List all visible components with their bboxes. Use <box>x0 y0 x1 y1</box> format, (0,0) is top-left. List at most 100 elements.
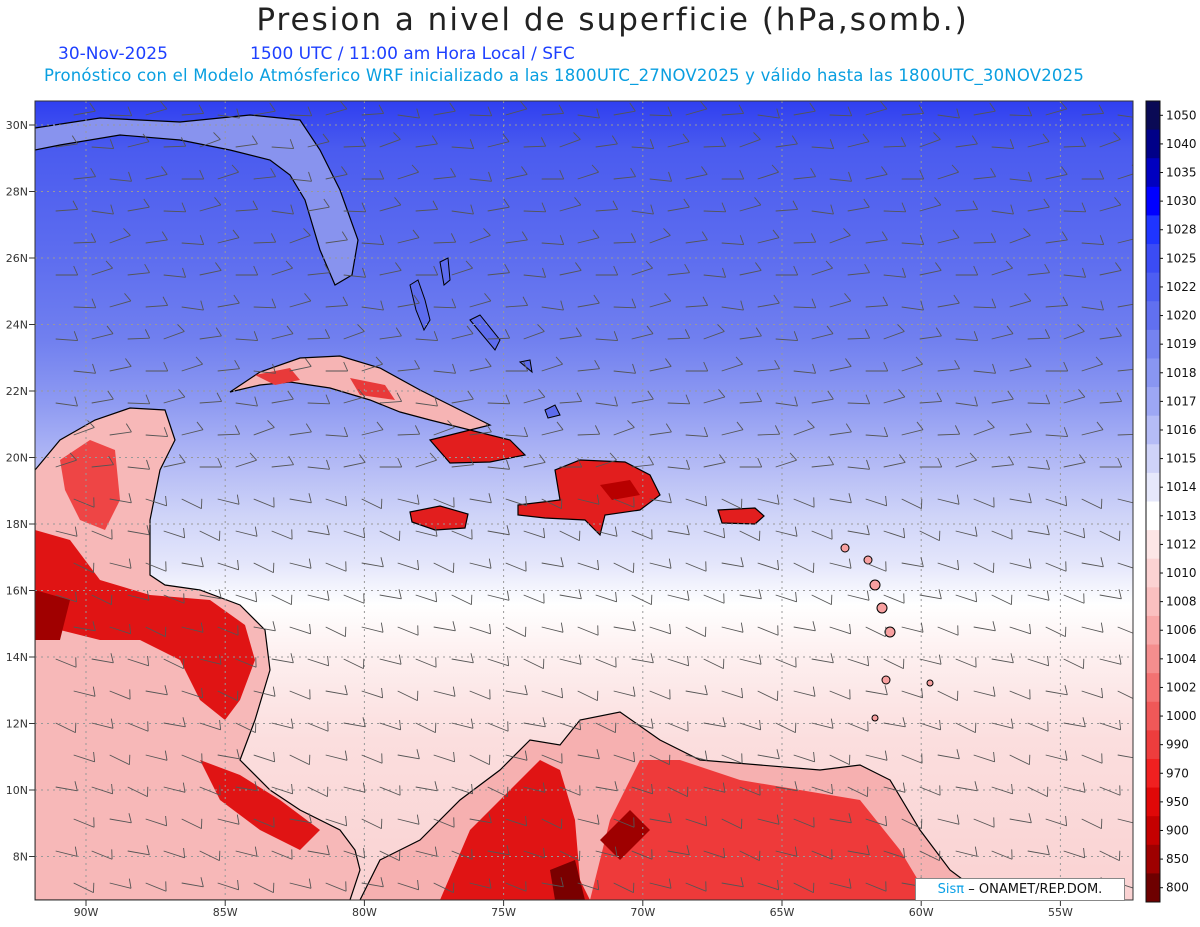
wind-barb <box>757 879 780 891</box>
wind-barb <box>325 296 349 308</box>
wind-barb <box>901 498 923 510</box>
colorbar-label: 1019 <box>1166 337 1197 351</box>
wind-barb <box>973 686 996 697</box>
wind-barb <box>253 233 277 244</box>
wind-barb <box>433 562 455 574</box>
wind-barb <box>181 687 204 699</box>
wind-barb <box>901 235 925 245</box>
wind-barb <box>109 689 131 700</box>
wind-barb <box>829 689 851 700</box>
wind-barb <box>73 751 96 763</box>
wind-barb <box>415 722 437 734</box>
wind-barb <box>109 493 132 504</box>
lon-label: 60W <box>909 906 934 919</box>
wind-barb <box>397 879 420 891</box>
wind-barb <box>505 296 529 308</box>
lat-label: 18N <box>6 518 28 531</box>
wind-barb <box>361 235 385 245</box>
wind-barb <box>379 719 402 731</box>
wind-barb <box>577 749 600 760</box>
wind-barb <box>1081 753 1103 764</box>
yucatan-highlands <box>60 440 120 530</box>
colorbar-swatch <box>1146 787 1160 817</box>
wind-barb <box>55 846 78 857</box>
wind-barb <box>739 262 762 276</box>
wind-barb <box>1027 329 1051 340</box>
wind-barb <box>1009 558 1032 569</box>
wind-barb <box>775 657 797 668</box>
wind-barb <box>289 358 312 372</box>
wind-barb <box>451 455 474 468</box>
wind-barb <box>217 229 240 244</box>
wind-barb <box>775 200 799 212</box>
wind-barb <box>1099 530 1121 542</box>
wind-barb <box>55 781 78 792</box>
wind-barb <box>307 198 330 212</box>
wind-barb <box>541 557 564 568</box>
wind-barb <box>217 494 240 505</box>
wind-barb <box>919 392 943 404</box>
wind-barb <box>199 132 221 148</box>
wind-barb <box>865 685 888 696</box>
wind-barb <box>559 262 582 276</box>
wind-barb <box>1027 525 1050 536</box>
wind-barb <box>973 102 996 116</box>
wind-barb <box>757 108 780 119</box>
wind-barb <box>955 591 978 603</box>
colorbar-swatch <box>1146 844 1160 874</box>
wind-barb <box>991 783 1014 795</box>
wind-barb <box>811 455 834 468</box>
wind-barb <box>127 721 149 732</box>
wind-barb <box>919 654 942 665</box>
wind-barb <box>181 169 205 180</box>
wind-barb <box>685 166 708 180</box>
wind-barb <box>505 685 528 696</box>
wind-barb <box>955 135 978 148</box>
wind-barb <box>955 396 978 407</box>
wind-barb <box>469 813 492 824</box>
wind-barb <box>289 493 312 504</box>
wind-barb <box>793 102 816 116</box>
wind-barb <box>559 530 581 542</box>
wind-barb <box>451 325 474 340</box>
wind-barb <box>703 389 726 404</box>
wind-barb <box>577 108 600 119</box>
wind-barb <box>55 657 77 668</box>
wind-barb <box>163 658 185 670</box>
wind-barb <box>289 623 312 635</box>
map-area <box>35 101 1133 900</box>
wind-barb <box>397 108 420 119</box>
wind-barb <box>127 263 150 276</box>
wind-barb <box>991 594 1013 606</box>
wind-barb <box>1081 498 1103 510</box>
wind-barb <box>1117 498 1133 504</box>
wind-barb <box>253 497 275 508</box>
wind-barb <box>55 591 78 603</box>
graticule <box>35 101 1133 900</box>
wind-barb <box>199 197 222 212</box>
wind-barb <box>55 452 77 468</box>
wind-barb <box>631 455 654 468</box>
wind-barb <box>703 324 725 340</box>
wind-barb <box>343 658 365 670</box>
wind-barb <box>253 562 275 574</box>
wind-barb <box>217 164 239 180</box>
wind-barb <box>667 845 690 856</box>
wind-barb <box>901 622 924 633</box>
wind-barb <box>73 562 95 574</box>
wind-barb <box>379 654 402 665</box>
wind-barb <box>109 423 132 436</box>
credit-text: – ONAMET/REP.DOM. <box>968 882 1103 897</box>
colorbar-label: 1030 <box>1166 194 1197 208</box>
wind-barb <box>721 622 744 633</box>
colorbar-label: 1022 <box>1166 280 1197 294</box>
colorbar-label: 1010 <box>1166 566 1197 580</box>
wind-barb <box>901 753 923 764</box>
wind-barb <box>1009 293 1032 308</box>
wind-barb <box>577 559 600 571</box>
wind-barb <box>991 849 1013 860</box>
wind-barb <box>217 359 240 372</box>
wind-barb <box>811 529 833 540</box>
lat-label: 22N <box>6 385 28 398</box>
wind-barb <box>631 204 654 215</box>
